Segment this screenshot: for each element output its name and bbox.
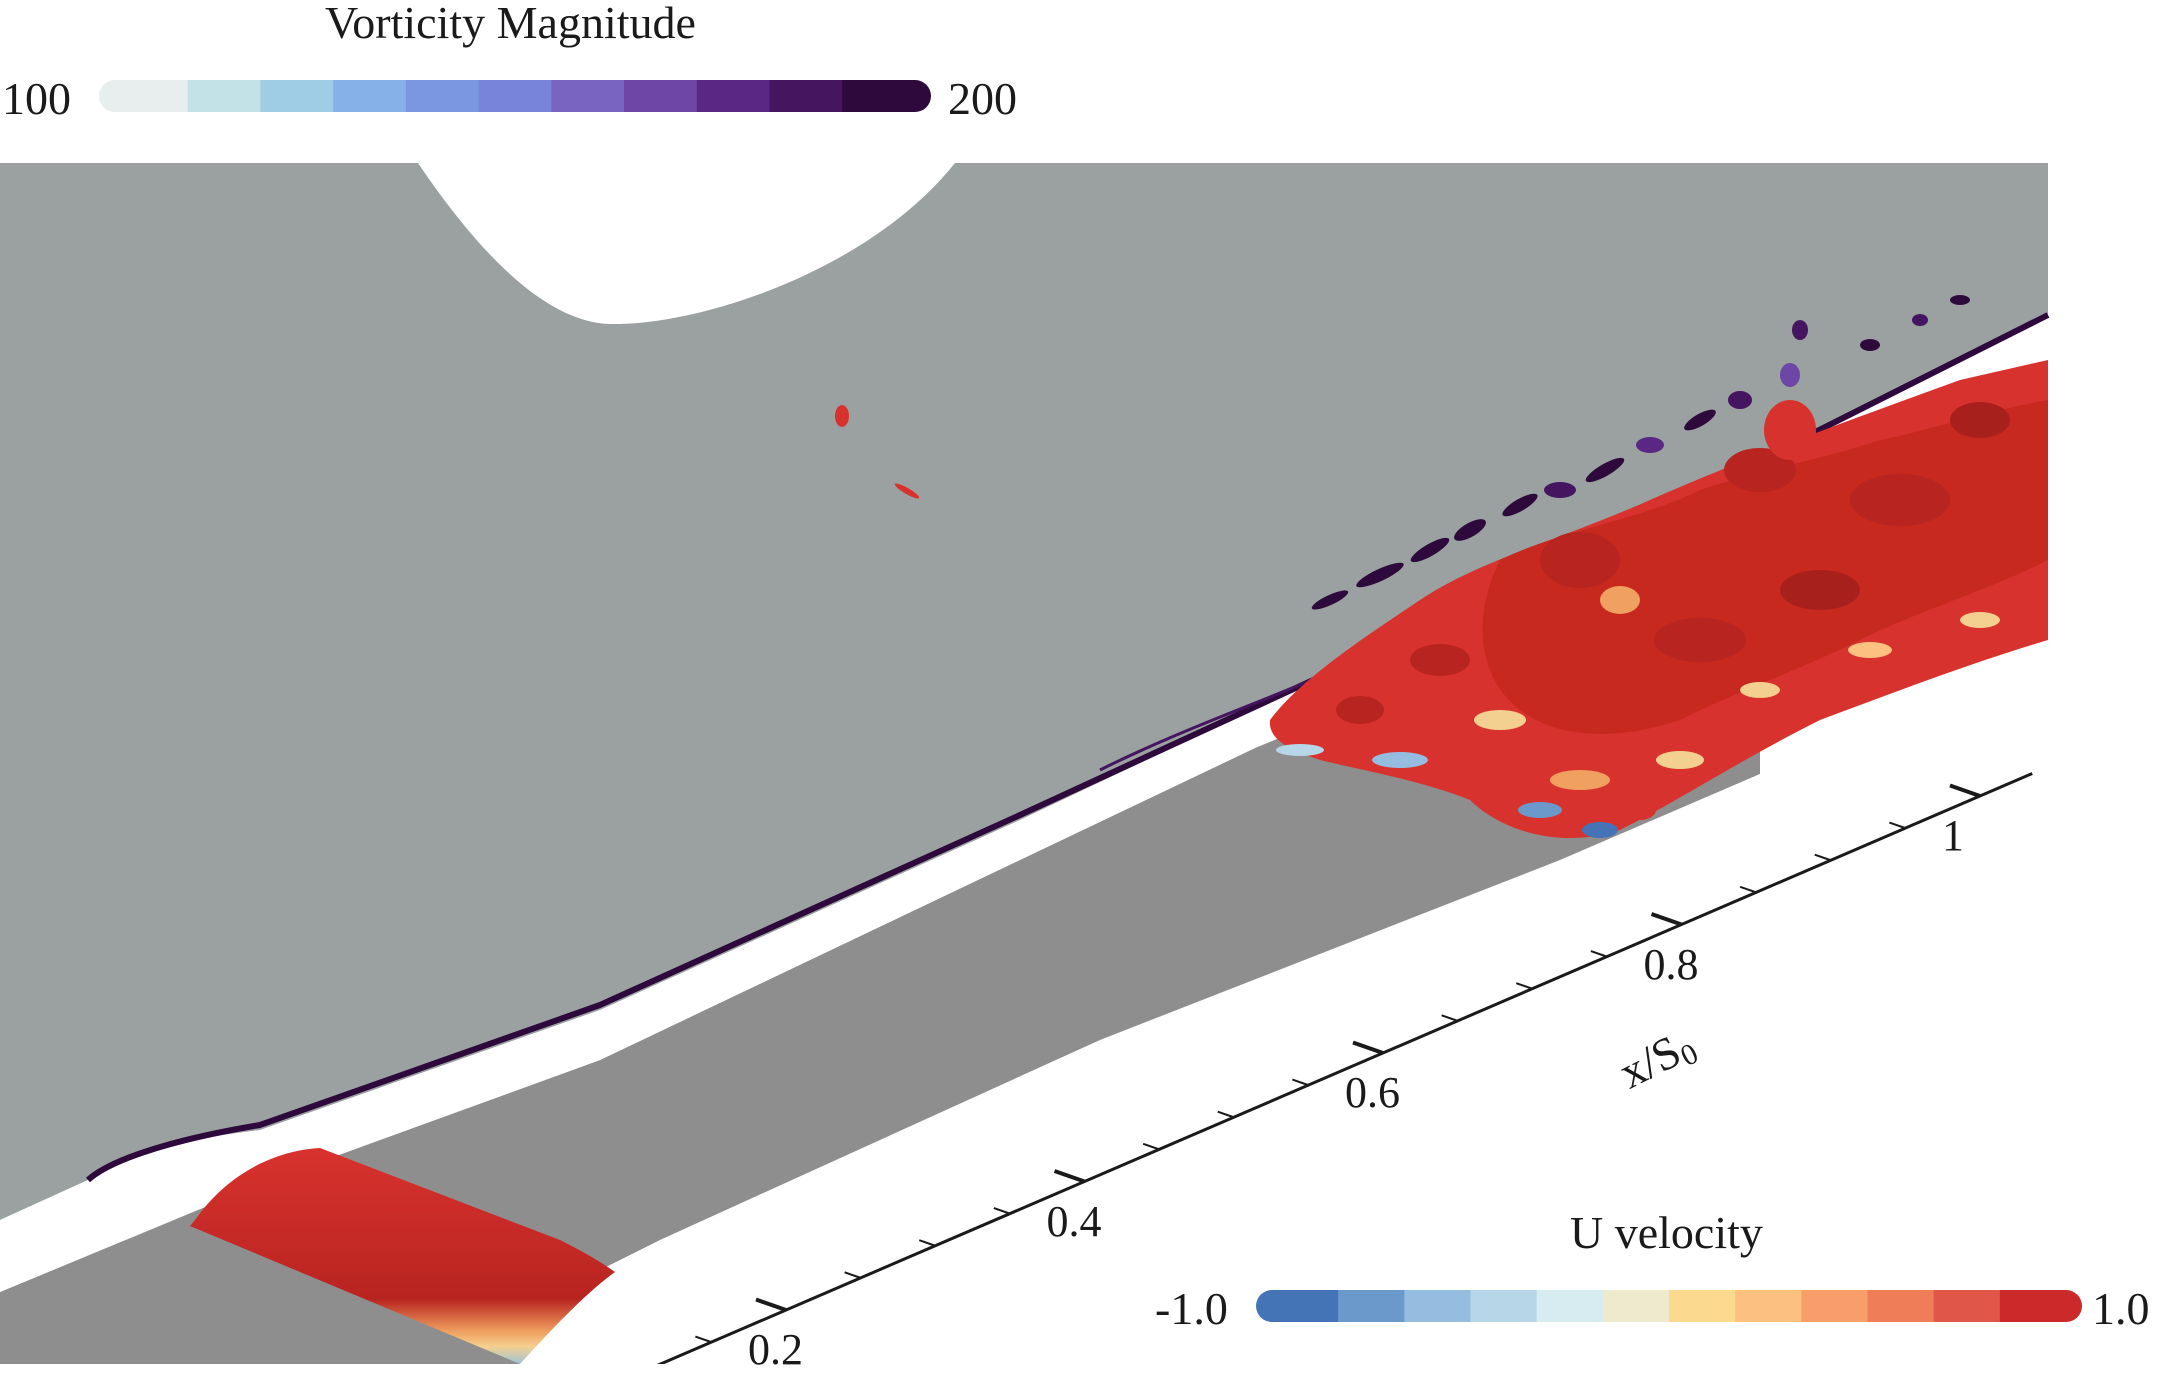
vorticity-colorbar-swatch	[769, 80, 843, 112]
vorticity-colorbar-cap-right	[899, 80, 931, 112]
x-axis-minor-tick	[918, 1239, 936, 1247]
vorticity-colorbar-swatch	[405, 80, 480, 112]
vorticity-colorbar-swatch	[260, 80, 334, 112]
x-axis-minor-tick	[1441, 1014, 1458, 1022]
u-velocity-colorbar-swatch	[1338, 1290, 1405, 1322]
u-velocity-colorbar-swatch	[1735, 1290, 1802, 1322]
vorticity-colorbar-max-label: 200	[948, 73, 1017, 124]
u-velocity-colorbar-min-label: -1.0	[1155, 1283, 1228, 1334]
x-axis-major-tick	[1352, 1040, 1384, 1055]
x-axis-tick-label: 0.6	[1345, 1068, 1400, 1117]
x-axis-minor-tick	[1515, 982, 1533, 990]
turbulent-vortex-region	[1269, 360, 2048, 839]
surface-bump	[190, 1148, 615, 1364]
u-velocity-colorbar-swatch	[1404, 1290, 1472, 1322]
u-velocity-colorbar-swatch	[1867, 1290, 1935, 1322]
x-axis-tick-label: 0.2	[748, 1325, 803, 1374]
u-velocity-colorbar-swatch	[1470, 1290, 1538, 1322]
vorticity-colorbar-swatch	[624, 80, 698, 112]
isolated-vortex	[835, 405, 849, 427]
x-axis-minor-tick	[1142, 1142, 1160, 1151]
u-velocity-colorbar-swatch	[1801, 1290, 1869, 1322]
u-velocity-colorbar-title: U velocity	[1570, 1207, 1763, 1258]
x-axis-minor-tick	[844, 1271, 861, 1279]
x-axis-minor-tick	[1814, 853, 1832, 862]
u-velocity-colorbar-cap-right	[2050, 1290, 2082, 1322]
vorticity-colorbar-min-label: 100	[2, 73, 71, 124]
x-axis-major-tick	[755, 1297, 787, 1312]
vorticity-colorbar-swatch	[478, 80, 552, 112]
u-velocity-colorbar-swatch	[1272, 1290, 1339, 1322]
x-axis-minor-tick	[695, 1335, 712, 1344]
u-velocity-colorbar-swatch	[1669, 1290, 1736, 1322]
x-axis-tick-label: 0.8	[1643, 939, 1699, 989]
vorticity-structures	[1311, 295, 1970, 610]
u-velocity-colorbar	[1256, 1290, 2082, 1322]
x-axis-major-tick	[1949, 783, 1981, 798]
u-velocity-colorbar-swatch	[1602, 1290, 1670, 1322]
x-axis	[656, 772, 2033, 1364]
vorticity-colorbar-swatch	[187, 80, 262, 112]
isolated-vortex	[894, 483, 920, 499]
x-axis-minor-tick	[993, 1207, 1011, 1215]
u-velocity-colorbar-max-label: 1.0	[2092, 1283, 2150, 1334]
vorticity-colorbar-swatch	[696, 80, 771, 112]
u-velocity-colorbar-swatch	[1933, 1290, 2001, 1322]
x-axis-minor-tick	[1889, 821, 1906, 830]
vorticity-colorbar-title: Vorticity Magnitude	[325, 0, 696, 48]
x-axis-minor-tick	[1590, 950, 1608, 958]
x-axis-tick-label: 1	[1942, 811, 1964, 860]
x-axis-major-tick	[1650, 912, 1683, 927]
x-axis-minor-tick	[1739, 885, 1757, 894]
x-axis-major-tick	[1053, 1169, 1086, 1184]
u-velocity-colorbar-swatch	[1536, 1290, 1604, 1322]
x-axis-minor-tick	[1217, 1110, 1235, 1119]
floor-plane	[0, 560, 1760, 1364]
x-axis-minor-tick	[1292, 1078, 1309, 1087]
vorticity-colorbar-swatch	[333, 80, 407, 112]
vorticity-colorbar-swatch	[115, 80, 189, 112]
upper-wall-plane	[0, 163, 2048, 1220]
x-axis-line	[656, 772, 2033, 1364]
vorticity-shear-layer	[85, 312, 2050, 1183]
vorticity-colorbar	[99, 80, 931, 112]
x-axis-tick-label: 0.4	[1046, 1196, 1102, 1246]
vorticity-colorbar-swatch	[551, 80, 625, 112]
